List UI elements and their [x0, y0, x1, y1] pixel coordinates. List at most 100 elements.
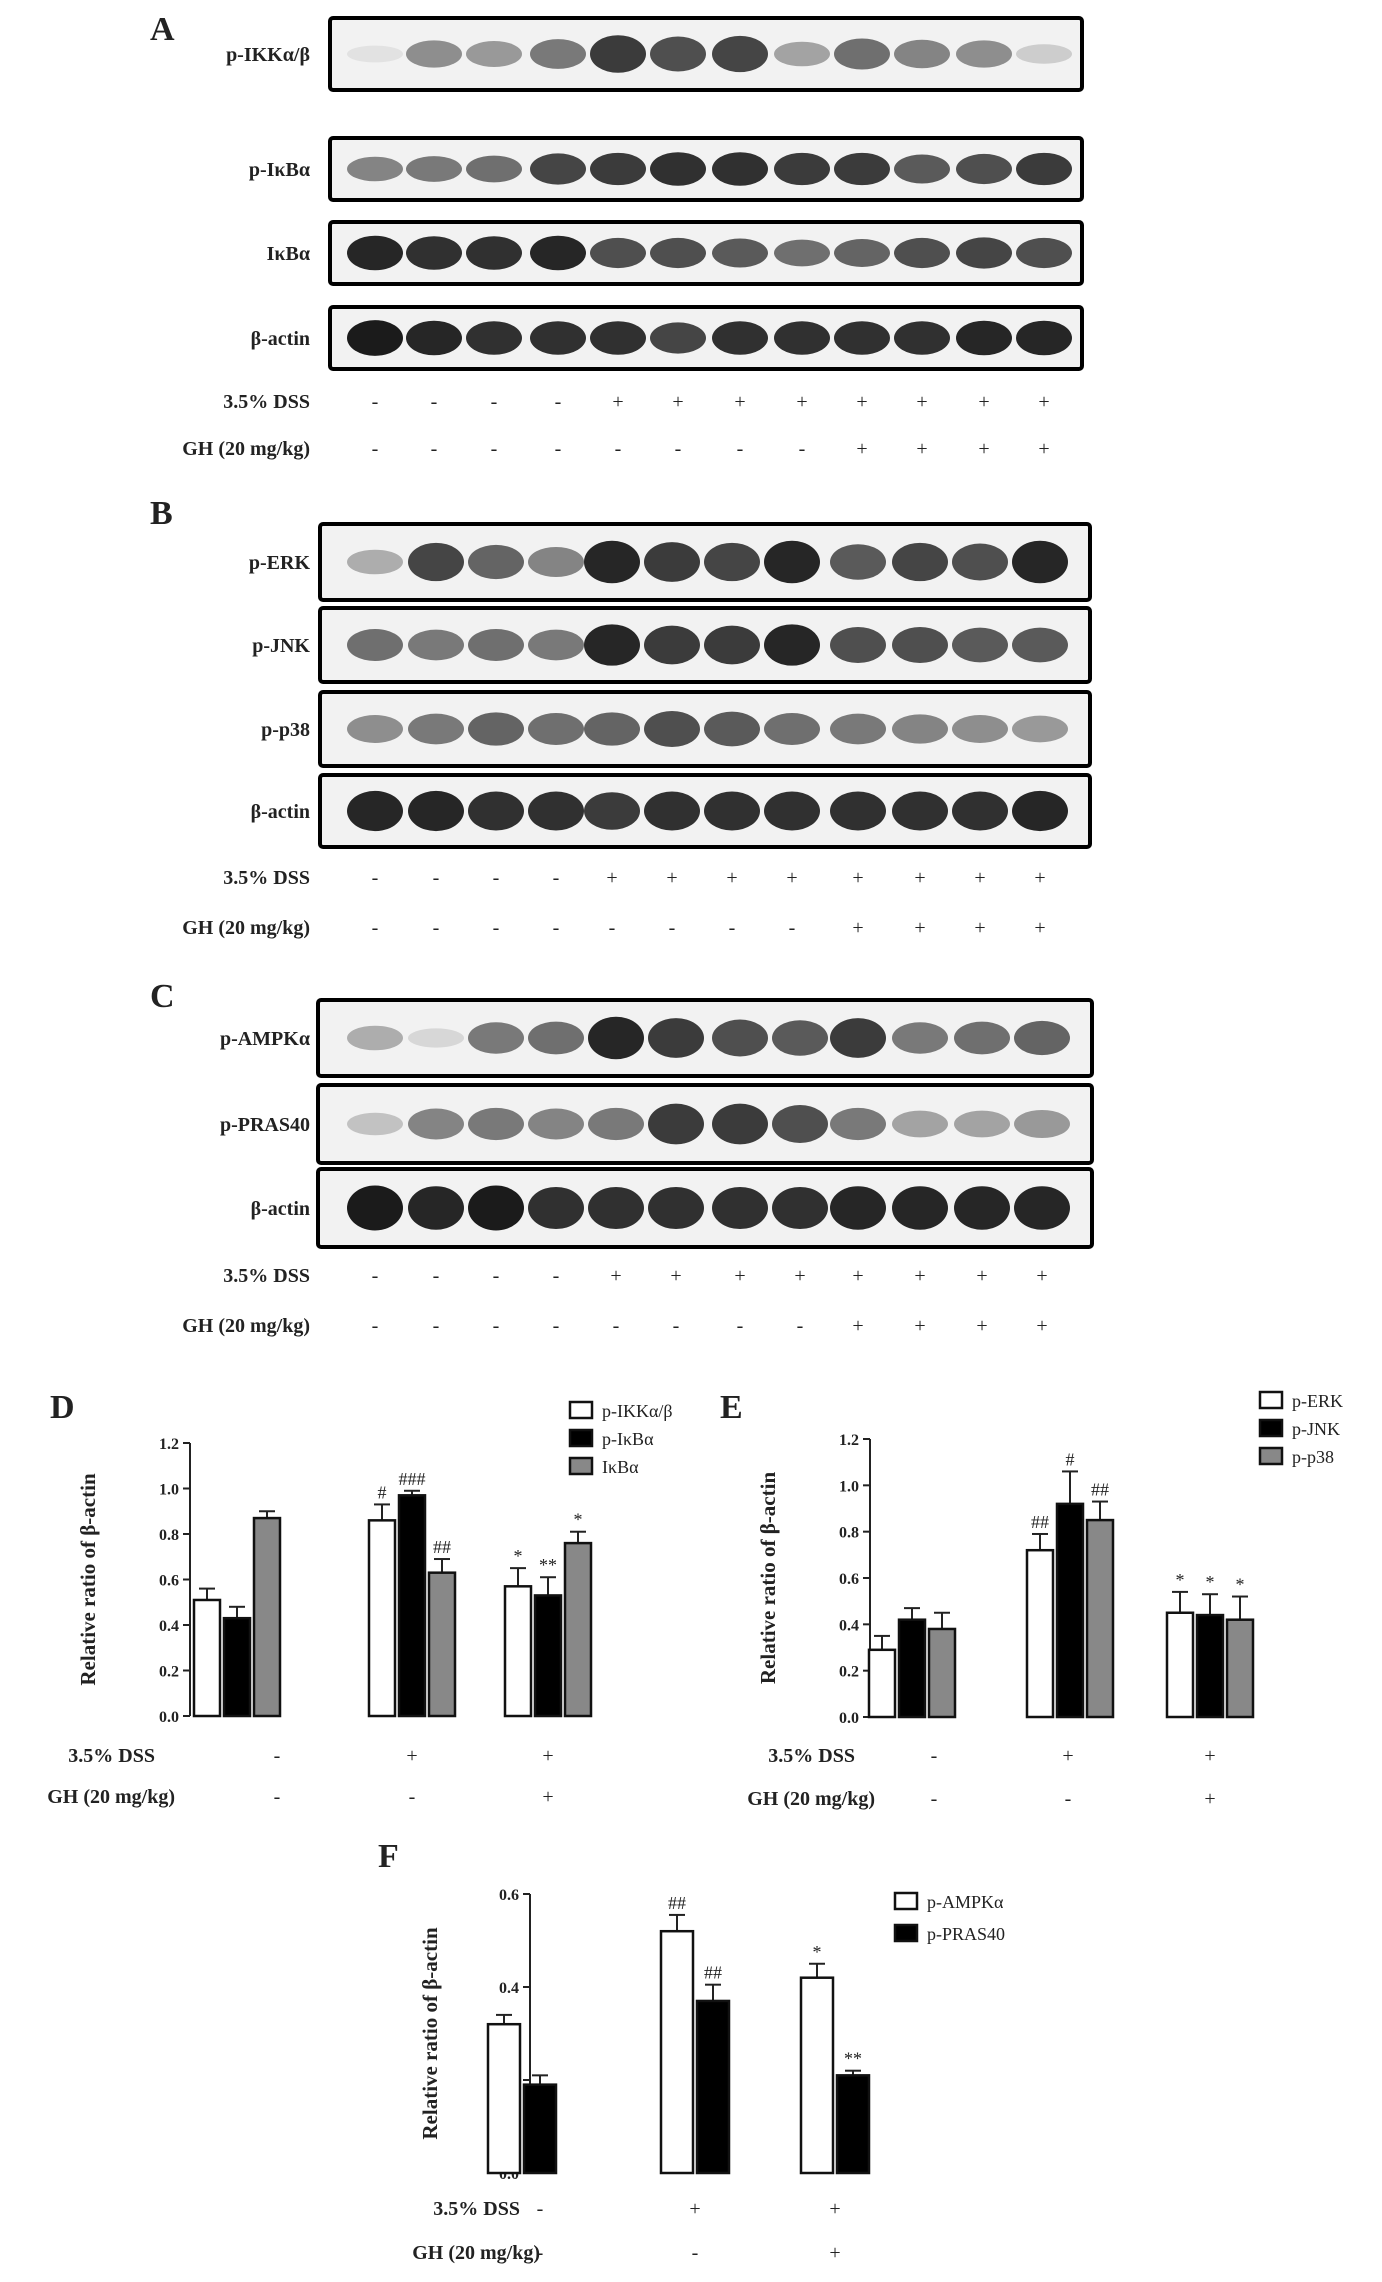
blot-band [347, 1185, 403, 1231]
gh-label: GH (20 mg/kg) [182, 917, 310, 939]
blot-row-label: IκBα [267, 243, 310, 265]
significance-annotation: # [1066, 1449, 1075, 1469]
blot-band [834, 38, 890, 70]
blot-band [830, 713, 886, 745]
blot-band [712, 321, 768, 355]
gh-sign: - [1065, 1788, 1072, 1810]
blot-row: p-IKKα/β [226, 16, 1084, 92]
blot-band [892, 714, 948, 744]
significance-annotation: * [1206, 1572, 1215, 1592]
blot-row-label: p-IκBα [249, 159, 310, 181]
bar-rect [522, 2083, 558, 2175]
gh-sign: - [491, 438, 498, 460]
dss-sign: + [978, 391, 989, 413]
gh-sign: + [1034, 917, 1045, 939]
dss-sign: + [852, 867, 863, 889]
dss-sign: - [431, 391, 438, 413]
blot-band [408, 790, 464, 832]
dss-sign: + [542, 1745, 553, 1767]
bar [192, 1587, 222, 1718]
blot-band [1016, 320, 1072, 356]
gh-sign: - [372, 438, 379, 460]
y-tick-label: 0.6 [159, 1573, 179, 1590]
bar: ** [835, 2049, 871, 2175]
significance-annotation: ** [539, 1555, 557, 1575]
blot-frame [316, 998, 1094, 1078]
gh-sign: - [274, 1786, 281, 1808]
bar: * [563, 1510, 593, 1718]
y-tick-label: 0.2 [839, 1664, 859, 1681]
gh-sign: - [433, 917, 440, 939]
bar-rect [222, 1616, 252, 1718]
gh-label: GH (20 mg/kg) [747, 1788, 875, 1810]
bar: ## [695, 1963, 731, 2175]
dss-sign: + [976, 1265, 987, 1287]
blot-band [892, 1022, 948, 1054]
gh-sign: - [797, 1315, 804, 1337]
blot-band [408, 1108, 464, 1140]
gh-sign: + [1204, 1788, 1215, 1810]
blot-band [406, 320, 462, 356]
blot-band [468, 1185, 524, 1231]
blot-band [648, 1186, 704, 1230]
gh-sign: + [916, 438, 927, 460]
gh-sign: + [1036, 1315, 1047, 1337]
blot-band [1014, 1186, 1070, 1230]
blot-band [712, 1019, 768, 1057]
blot-band [650, 152, 706, 186]
y-tick-label: 0.4 [499, 1980, 519, 1997]
dss-sign: + [734, 1265, 745, 1287]
panel-letter: B [150, 495, 173, 532]
blot-row-label: β-actin [251, 801, 310, 823]
gh-sign: - [433, 1315, 440, 1337]
blot-band [834, 321, 890, 355]
bar-rect [1025, 1548, 1055, 1719]
bar-rect [867, 1648, 897, 1719]
dss-sign: + [786, 867, 797, 889]
bar: ## [427, 1537, 457, 1718]
dss-sign: + [974, 867, 985, 889]
gh-sign: + [829, 2242, 840, 2264]
blot-band [650, 322, 706, 354]
significance-annotation: # [378, 1482, 387, 1502]
bar: * [1195, 1572, 1225, 1719]
bar: ## [659, 1893, 695, 2175]
blot-band [954, 1021, 1010, 1055]
dss-sign: + [406, 1745, 417, 1767]
blot-band [528, 1108, 584, 1140]
dss-label: 3.5% DSS [223, 391, 310, 413]
dss-sign: + [1204, 1745, 1215, 1767]
blot-band [834, 152, 890, 186]
dss-sign: + [914, 1265, 925, 1287]
y-axis-label: Relative ratio of β-actin [76, 1473, 100, 1686]
gh-sign: + [976, 1315, 987, 1337]
blot-band [644, 542, 700, 582]
dss-sign: - [553, 867, 560, 889]
blot-band [830, 1018, 886, 1058]
blot-band [830, 791, 886, 831]
blot-band [347, 320, 403, 356]
blot-band [466, 155, 522, 183]
blot-band [892, 1110, 948, 1138]
bar-rect [1165, 1611, 1195, 1719]
dss-label: 3.5% DSS [68, 1745, 155, 1767]
gh-sign: - [431, 438, 438, 460]
blot-band [408, 629, 464, 661]
blot-band [347, 1025, 403, 1051]
blot-band [584, 792, 640, 830]
blot-band [528, 713, 584, 745]
bar: ### [397, 1469, 427, 1718]
significance-annotation: ### [399, 1469, 426, 1489]
blot-band [648, 1103, 704, 1145]
blot-band [712, 1186, 768, 1230]
legend: p-IKKα/β p-IκBα IκBα [568, 1400, 673, 1477]
blot-row: IκBα [267, 220, 1084, 286]
bar-rect [533, 1594, 563, 1718]
legend-swatch [568, 1400, 594, 1420]
blot-band [952, 543, 1008, 581]
dss-sign: + [916, 391, 927, 413]
blot-row-label: p-p38 [261, 719, 310, 741]
dss-sign: + [794, 1265, 805, 1287]
panel-letter: D [50, 1389, 75, 1426]
y-tick-label: 0.6 [839, 1571, 859, 1588]
